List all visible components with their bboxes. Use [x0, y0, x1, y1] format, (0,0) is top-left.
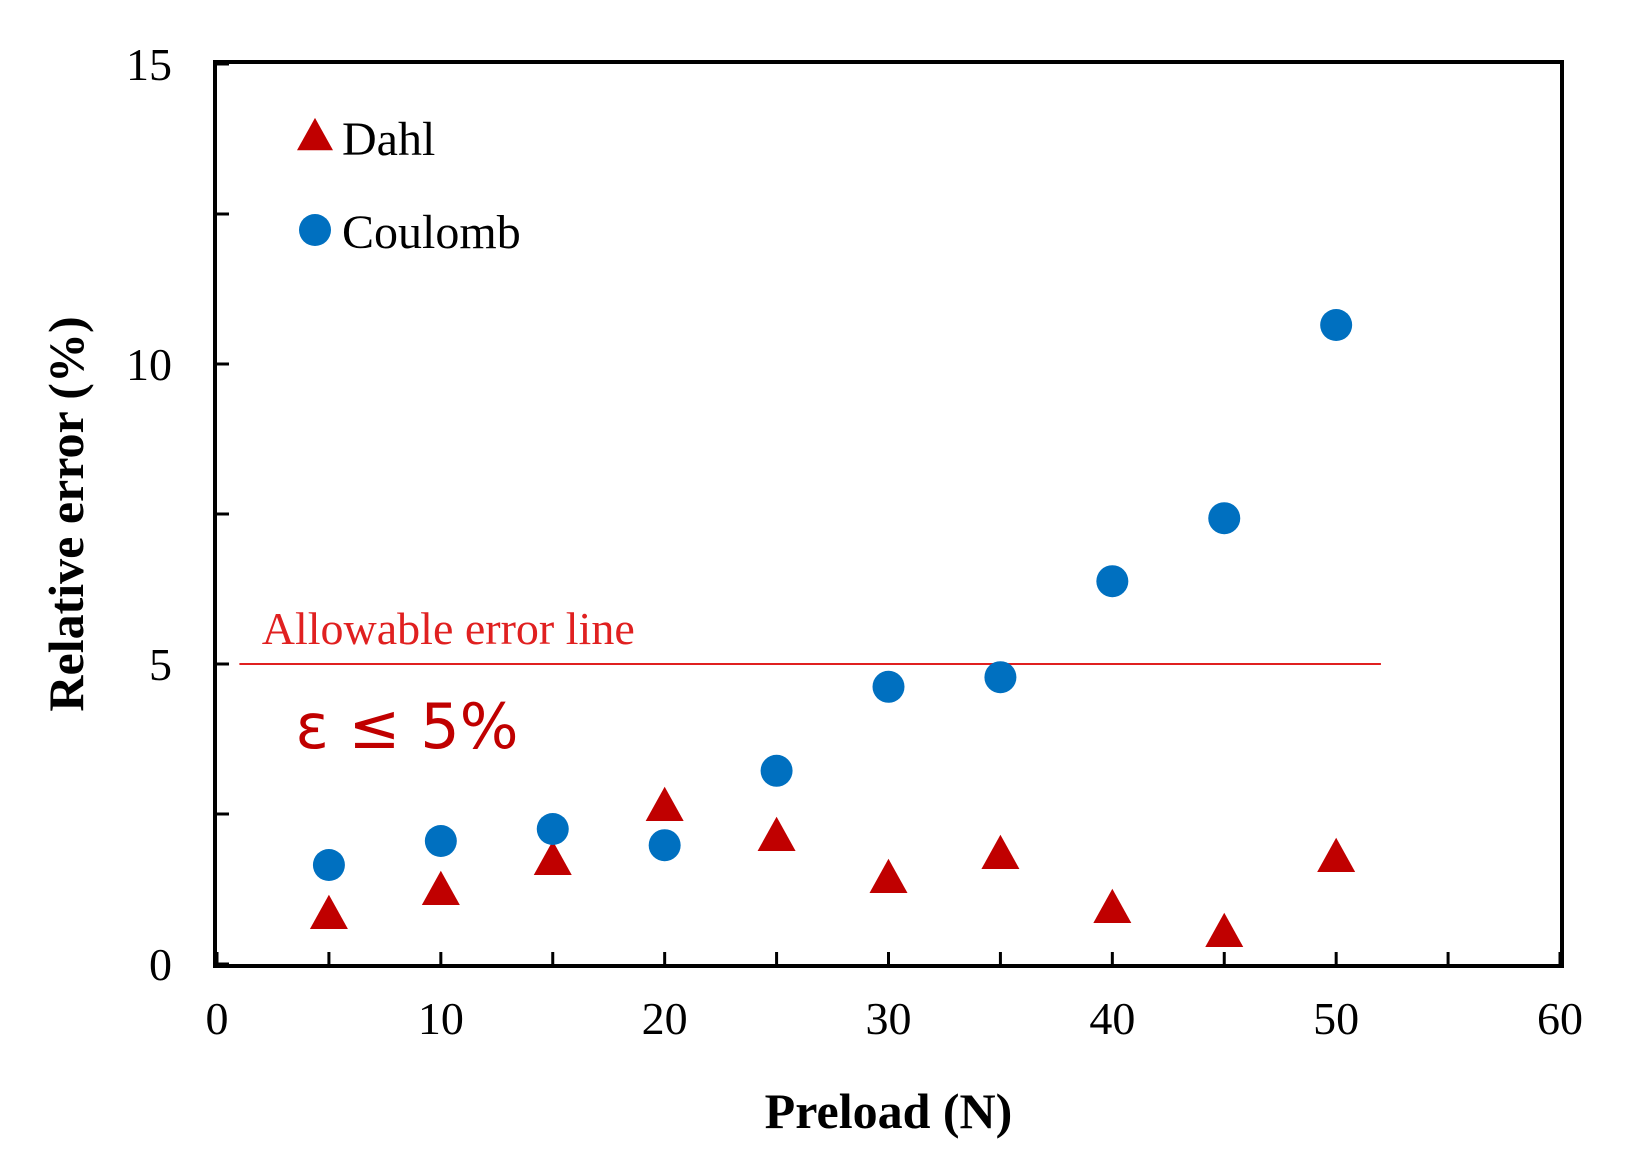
plot-frame	[213, 60, 1564, 968]
legend-marker-dahl	[297, 117, 333, 151]
ticks	[215, 62, 1562, 966]
y-tick-label: 15	[126, 39, 172, 90]
coulomb-point	[1096, 565, 1129, 598]
allowable-error-label: Allowable error line	[262, 603, 635, 654]
coulomb-point	[1320, 309, 1353, 341]
allowable-error-formula: ε ≤ 5%	[295, 690, 518, 763]
dahl-point	[421, 870, 460, 905]
legend-label-coulomb: Coulomb	[342, 206, 521, 259]
x-tick-label: 20	[642, 993, 688, 1044]
x-tick-label: 50	[1313, 993, 1359, 1044]
data-marks	[309, 309, 1356, 947]
tick-labels: 0 10 20 30 40 50 60 0 5 10 15	[126, 39, 1583, 1044]
dahl-point	[1205, 912, 1244, 947]
dahl-point	[1317, 837, 1356, 872]
x-tick-label: 10	[418, 993, 464, 1044]
dahl-point	[309, 894, 348, 929]
dahl-point	[869, 858, 908, 893]
coulomb-point	[312, 849, 345, 881]
legend-marker-coulomb	[299, 214, 331, 246]
legend: Dahl Coulomb	[297, 113, 521, 259]
coulomb-point	[648, 829, 681, 862]
dahl-point	[645, 786, 684, 821]
y-axis-title: Relative error (%)	[38, 316, 94, 711]
coulomb-point	[760, 754, 793, 787]
x-tick-label: 0	[206, 993, 229, 1044]
x-tick-label: 40	[1089, 993, 1135, 1044]
dahl-point	[1093, 888, 1132, 923]
y-tick-label: 10	[126, 339, 172, 390]
coulomb-point	[536, 813, 569, 845]
y-tick-label: 0	[149, 939, 172, 990]
dahl-point	[757, 816, 796, 851]
coulomb-point	[424, 825, 457, 857]
x-tick-label: 30	[866, 993, 912, 1044]
coulomb-point	[1208, 502, 1241, 535]
y-tick-label: 5	[149, 639, 172, 690]
legend-label-dahl: Dahl	[342, 113, 435, 166]
coulomb-point	[872, 670, 905, 703]
x-axis-title: Preload (N)	[765, 1083, 1013, 1139]
x-tick-label: 60	[1537, 993, 1583, 1044]
dahl-point	[533, 840, 572, 875]
dahl-point	[981, 834, 1020, 869]
coulomb-point	[984, 661, 1017, 694]
